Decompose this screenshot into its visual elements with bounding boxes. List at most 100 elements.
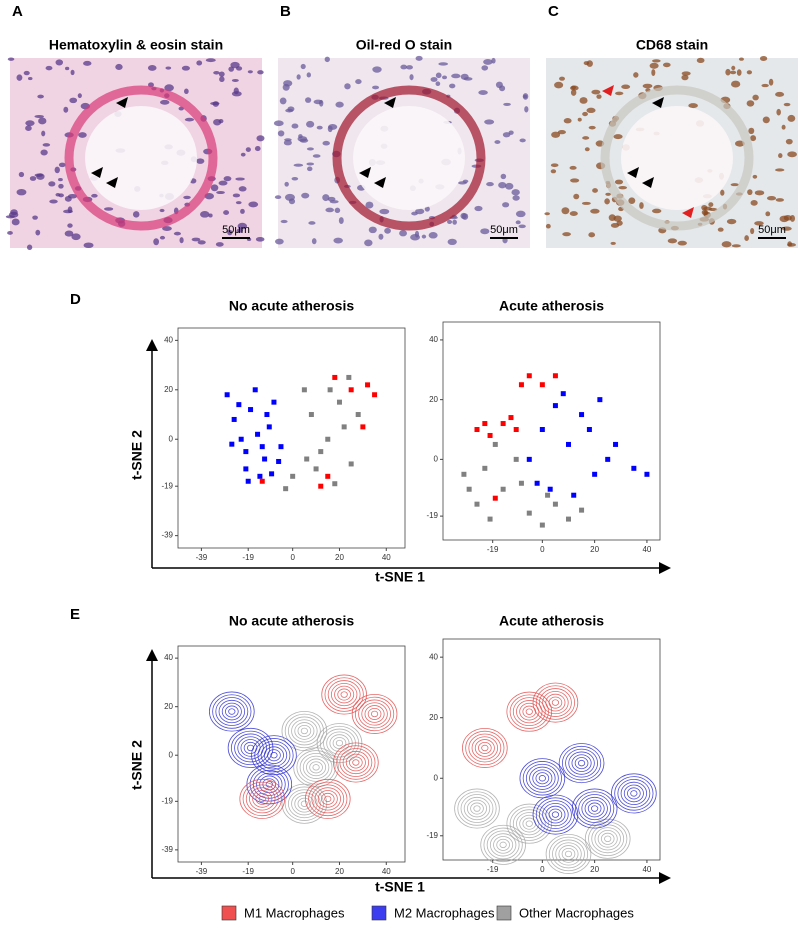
cell bbox=[430, 77, 438, 82]
density-peak bbox=[454, 788, 500, 829]
cell bbox=[562, 232, 571, 237]
chart-title: Acute atherosis bbox=[499, 298, 604, 314]
contour-line bbox=[581, 796, 608, 821]
density-peak bbox=[480, 824, 526, 865]
cell bbox=[230, 61, 240, 69]
plot-frame bbox=[177, 645, 406, 863]
cell bbox=[787, 242, 796, 247]
contour-line bbox=[212, 694, 252, 729]
cell bbox=[77, 93, 82, 99]
cell bbox=[410, 234, 420, 241]
y-tick-label: -19 bbox=[426, 511, 438, 520]
x-tick-label: -39 bbox=[196, 867, 208, 876]
scatter-point bbox=[579, 412, 585, 418]
scatter-point bbox=[500, 486, 506, 492]
scatter-point bbox=[290, 473, 296, 479]
contour-line bbox=[312, 764, 320, 771]
cell bbox=[213, 70, 220, 75]
cell bbox=[483, 58, 493, 65]
x-tick-label: 40 bbox=[642, 865, 651, 874]
contour-line bbox=[617, 778, 651, 808]
cell bbox=[165, 66, 172, 70]
density-peak bbox=[351, 693, 398, 734]
cell bbox=[41, 130, 46, 137]
contour-line bbox=[545, 833, 592, 874]
cell bbox=[329, 200, 339, 204]
cell bbox=[301, 192, 310, 199]
contour-line bbox=[571, 754, 592, 772]
vessel-lumen bbox=[621, 106, 733, 210]
arrowhead bbox=[91, 167, 103, 178]
x-axis-label: t-SNE 1 bbox=[375, 879, 425, 895]
scatter-point bbox=[560, 391, 566, 397]
cell bbox=[614, 179, 624, 185]
contour-line bbox=[234, 733, 267, 763]
cell bbox=[308, 221, 316, 225]
cell bbox=[494, 140, 501, 144]
cell bbox=[218, 180, 228, 186]
cell bbox=[35, 229, 41, 236]
scatter-point bbox=[336, 399, 342, 405]
cell bbox=[237, 222, 247, 230]
micrograph: 50μm bbox=[273, 55, 530, 248]
contour-line bbox=[499, 841, 507, 849]
contour-line bbox=[361, 702, 388, 726]
contour-line bbox=[367, 707, 382, 720]
cell bbox=[11, 218, 20, 226]
chart-title: Acute atherosis bbox=[499, 613, 604, 629]
scatter-point bbox=[518, 480, 524, 486]
arrowhead bbox=[682, 207, 694, 218]
cell bbox=[591, 89, 601, 95]
density-peak bbox=[611, 773, 657, 814]
scatter-point bbox=[313, 466, 319, 472]
contour-line bbox=[242, 781, 282, 817]
cell bbox=[280, 219, 288, 224]
cell bbox=[32, 215, 38, 220]
contour-line bbox=[281, 783, 328, 824]
cell bbox=[748, 127, 755, 135]
cell bbox=[649, 62, 659, 69]
scatter-point bbox=[308, 412, 314, 418]
contour-line bbox=[522, 761, 562, 796]
cell bbox=[306, 162, 315, 166]
contour-line bbox=[542, 690, 569, 715]
cell bbox=[196, 60, 203, 66]
x-tick-label: 20 bbox=[335, 553, 344, 562]
contour-line bbox=[600, 832, 615, 845]
contour-line bbox=[249, 767, 289, 802]
density-peak bbox=[558, 743, 605, 784]
vessel-lumen bbox=[85, 106, 197, 210]
contour-line bbox=[296, 750, 336, 785]
scatter-point bbox=[474, 501, 480, 507]
cell bbox=[701, 209, 709, 215]
scatter-point bbox=[224, 392, 230, 398]
cell bbox=[735, 140, 745, 147]
cell bbox=[274, 238, 284, 245]
contour-line bbox=[538, 775, 546, 782]
contour-line bbox=[473, 805, 481, 812]
scatter-point bbox=[482, 465, 488, 471]
cell bbox=[40, 149, 48, 156]
contour-line bbox=[575, 791, 615, 826]
density-peak bbox=[281, 710, 328, 751]
contour-line bbox=[324, 795, 332, 803]
cell bbox=[58, 183, 64, 189]
cell bbox=[484, 119, 495, 125]
contour-line bbox=[320, 792, 335, 805]
cell bbox=[592, 188, 598, 193]
cell bbox=[730, 183, 739, 187]
cell bbox=[545, 223, 551, 229]
scatter-point bbox=[482, 421, 488, 427]
scatter-point bbox=[348, 387, 354, 393]
scatter-point bbox=[278, 444, 284, 450]
contour-line bbox=[561, 847, 576, 860]
cell bbox=[785, 138, 793, 145]
cell bbox=[34, 114, 44, 118]
cell bbox=[235, 201, 242, 205]
cell bbox=[447, 219, 453, 224]
scatter-point bbox=[597, 397, 603, 403]
cell bbox=[518, 224, 526, 229]
cell bbox=[544, 212, 550, 216]
scatter-point bbox=[304, 456, 310, 462]
cell bbox=[71, 233, 81, 241]
